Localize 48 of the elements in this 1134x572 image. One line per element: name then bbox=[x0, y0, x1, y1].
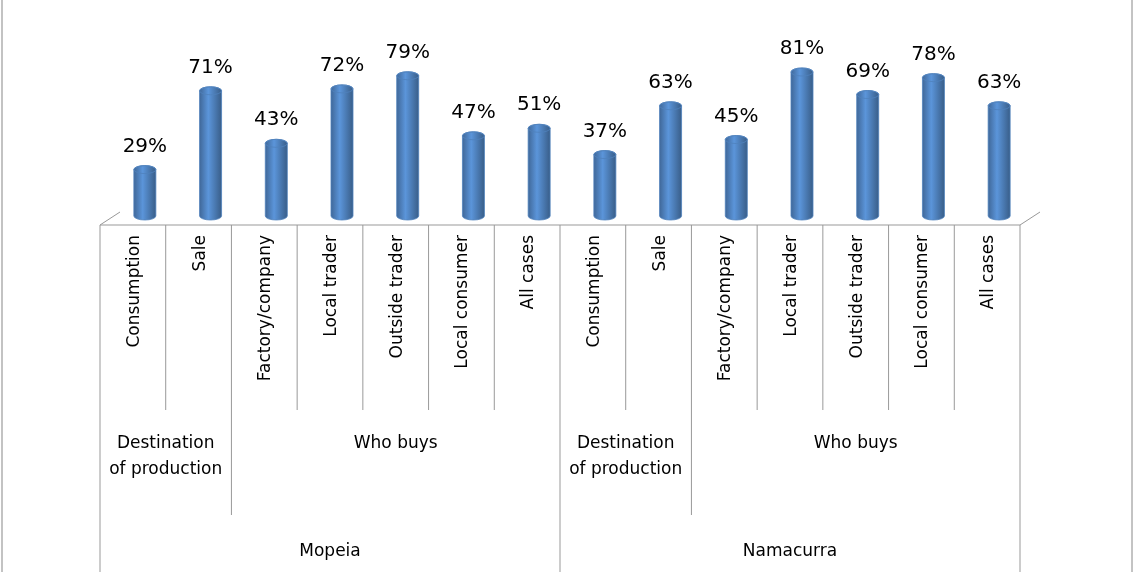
x-tick-label: Local trader bbox=[320, 234, 340, 337]
x-tick-label: Local consumer bbox=[911, 235, 932, 369]
bar bbox=[330, 84, 354, 221]
x-tick-label: Local consumer bbox=[451, 235, 472, 369]
data-label: 37% bbox=[582, 117, 628, 142]
x-tick-label: Local trader bbox=[780, 234, 800, 337]
data-label: 63% bbox=[648, 68, 693, 93]
x-tick-label: All cases bbox=[517, 234, 538, 310]
bar bbox=[264, 138, 288, 221]
bar bbox=[659, 101, 682, 221]
bar bbox=[199, 86, 222, 221]
text: Who buys bbox=[813, 432, 898, 452]
bar bbox=[593, 150, 617, 221]
data-label: 79% bbox=[385, 38, 430, 63]
bar bbox=[987, 101, 1011, 221]
x-tick-label: Factory/company bbox=[714, 235, 735, 382]
x-tick-label: All cases bbox=[977, 234, 998, 310]
x-tick-label: Consumption bbox=[122, 235, 143, 348]
bar bbox=[462, 131, 485, 221]
x-tick-label: Factory/company bbox=[254, 235, 275, 382]
text: Destination of production bbox=[569, 432, 683, 478]
data-label: 43% bbox=[254, 106, 299, 131]
text: Destination of production bbox=[109, 432, 223, 478]
data-label: 72% bbox=[319, 51, 365, 76]
bar bbox=[922, 73, 945, 221]
data-label: 29% bbox=[122, 132, 168, 157]
text: Who buys bbox=[353, 432, 438, 452]
x-tick-label: Sale bbox=[648, 235, 669, 272]
bar bbox=[133, 165, 157, 221]
bar bbox=[527, 123, 551, 221]
data-label: 45% bbox=[714, 102, 759, 127]
x-tick-label: Outside trader bbox=[385, 235, 406, 359]
text: Namacurra bbox=[742, 540, 838, 560]
bar bbox=[856, 90, 880, 221]
bar bbox=[724, 135, 748, 221]
data-label: 63% bbox=[976, 68, 1022, 93]
bar bbox=[396, 71, 420, 221]
x-tick-label: Outside trader bbox=[845, 235, 866, 359]
data-label: 69% bbox=[845, 57, 890, 82]
data-label: 47% bbox=[451, 98, 496, 123]
text: Mopeia bbox=[299, 540, 361, 560]
bar bbox=[790, 67, 814, 221]
data-label: 51% bbox=[516, 91, 562, 116]
x-tick-label: Consumption bbox=[582, 235, 603, 348]
x-tick-label: Sale bbox=[188, 235, 209, 272]
data-label: 71% bbox=[188, 53, 233, 78]
data-label: 81% bbox=[779, 35, 825, 59]
data-label: 78% bbox=[911, 40, 956, 65]
